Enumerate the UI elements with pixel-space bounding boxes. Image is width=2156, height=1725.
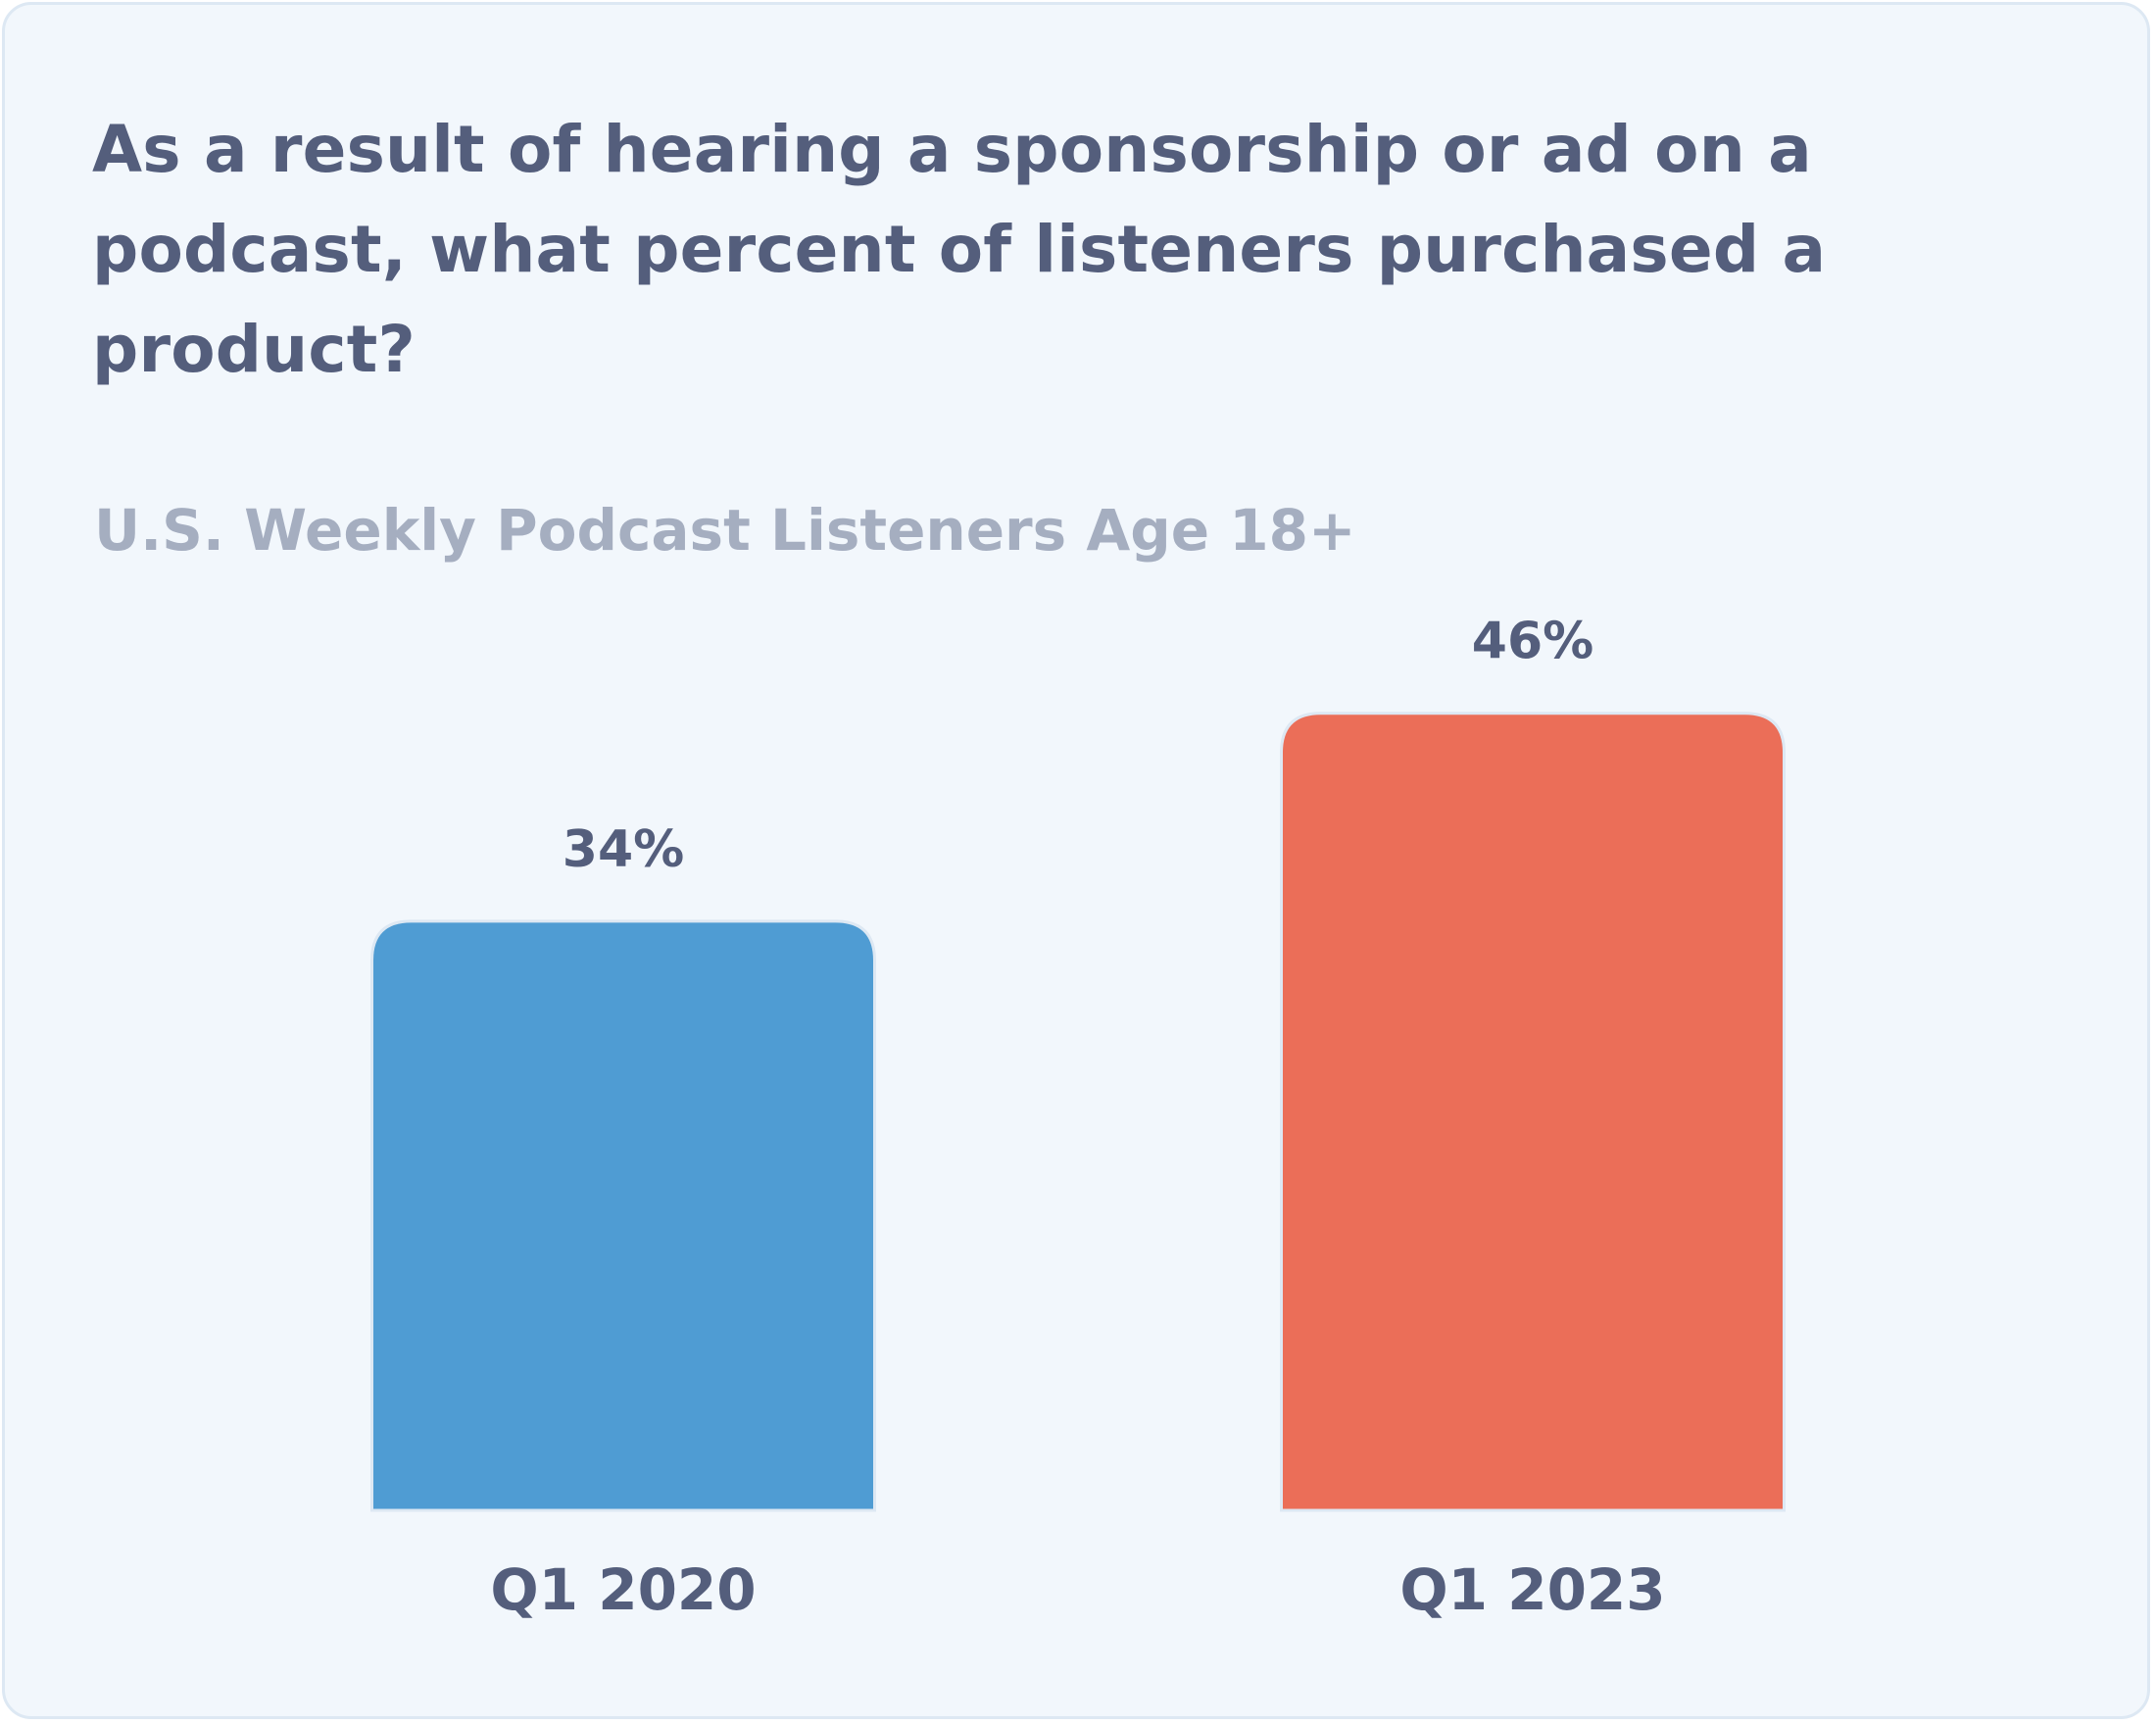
x-tick-label: Q1 2020: [490, 1556, 756, 1623]
x-tick-label: Q1 2023: [1399, 1556, 1665, 1623]
bar-q1-2023: [1280, 712, 1786, 1512]
data-label: 34%: [563, 820, 684, 879]
chart-title: As a result of hearing a sponsorship or …: [92, 112, 1827, 387]
data-label: 46%: [1472, 613, 1593, 671]
bar-q1-2020: [370, 919, 876, 1512]
chart-subtitle: U.S. Weekly Podcast Listeners Age 18+: [94, 497, 1356, 564]
